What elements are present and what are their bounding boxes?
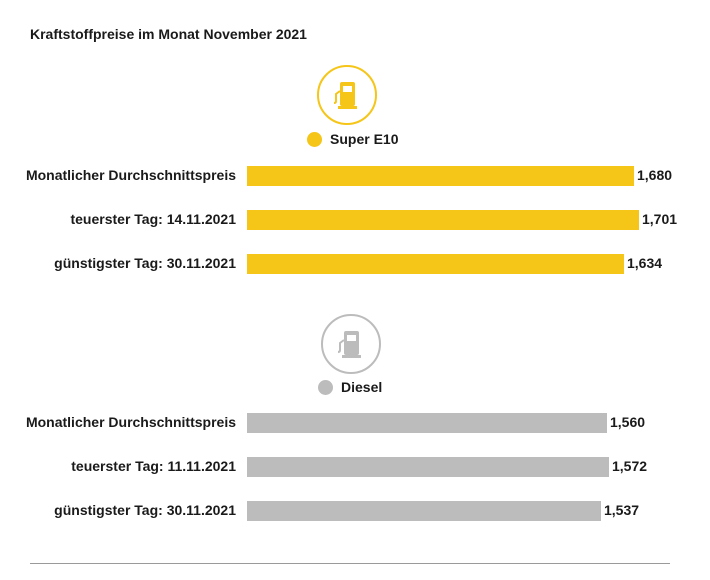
bar-diesel <box>247 457 609 477</box>
legend-label-diesel: Diesel <box>341 379 383 395</box>
value-label: 1,701 <box>642 211 678 227</box>
category-label: teuerster Tag: 14.11.2021 <box>70 211 236 227</box>
chart-title: Kraftstoffpreise im Monat November 2021 <box>30 26 307 42</box>
category-label: günstigster Tag: 30.11.2021 <box>54 502 236 518</box>
bar-diesel <box>247 501 601 521</box>
value-label: 1,560 <box>610 414 646 430</box>
legend-label-e10: Super E10 <box>330 131 399 147</box>
value-label: 1,572 <box>612 458 648 474</box>
footer-divider <box>30 563 670 564</box>
fuel-pump-icon <box>317 65 377 125</box>
bar-diesel <box>247 413 607 433</box>
bar-e10 <box>247 166 634 186</box>
value-label: 1,634 <box>627 255 663 271</box>
legend-super-e10: Super E10 <box>307 131 398 147</box>
category-label: Monatlicher Durchschnittspreis <box>25 167 236 183</box>
bar-e10 <box>247 254 624 274</box>
legend-diesel: Diesel <box>318 379 382 395</box>
category-label: günstigster Tag: 30.11.2021 <box>54 255 236 271</box>
legend-dot-e10 <box>307 131 322 147</box>
legend-dot-diesel <box>318 379 333 395</box>
category-label: Monatlicher Durchschnittspreis <box>25 414 236 430</box>
category-label: teuerster Tag: 11.11.2021 <box>71 458 236 474</box>
value-label: 1,680 <box>637 167 673 183</box>
bar-e10 <box>247 210 639 230</box>
fuel-pump-icon <box>321 314 381 374</box>
value-label: 1,537 <box>604 502 640 518</box>
